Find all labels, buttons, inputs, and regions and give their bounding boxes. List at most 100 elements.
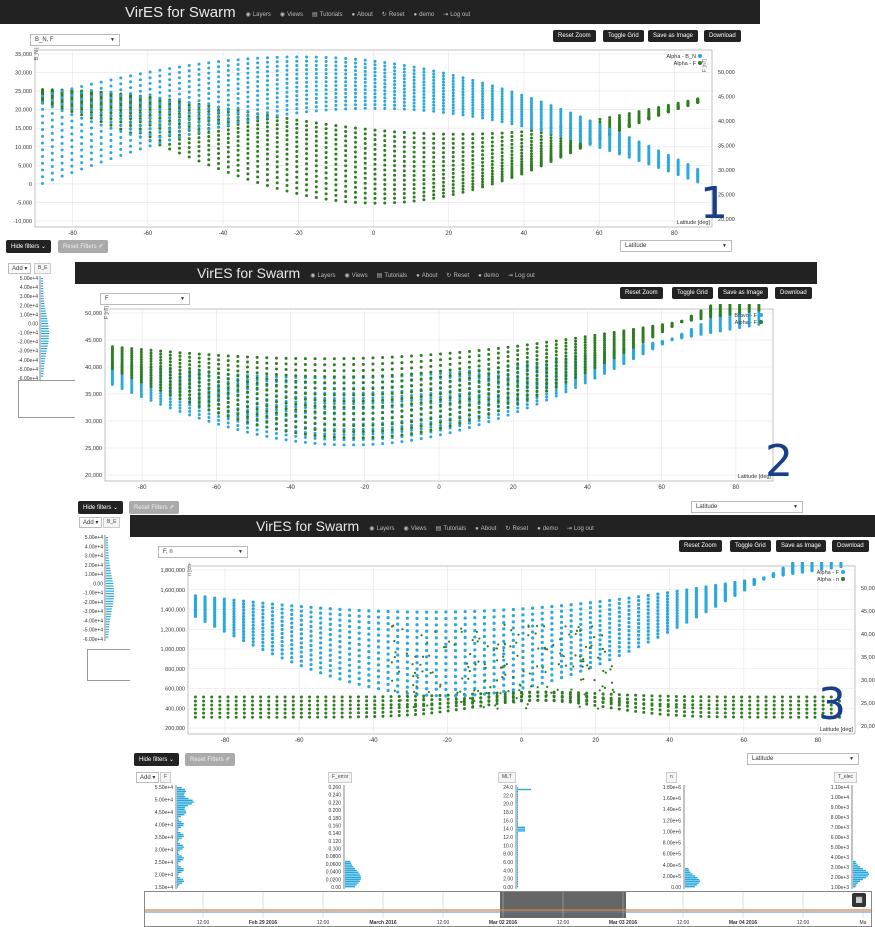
scatter-plot-3[interactable]: -80 -60 -40 -20 0 20 40 60 801,800,0001,600,0001…: [130, 562, 875, 747]
add-filter-button[interactable]: Add ▾: [8, 263, 32, 274]
nav-item-about[interactable]: ● About: [475, 526, 496, 532]
data-point: [660, 330, 664, 334]
nav-item-layers[interactable]: ◉ Layers: [246, 12, 271, 18]
hide-filters-button[interactable]: Hide filters ⌄: [78, 501, 124, 514]
filter-chip-be[interactable]: B_E: [34, 263, 52, 274]
data-point: [463, 622, 467, 627]
nav-item-about[interactable]: ● About: [351, 12, 372, 18]
legend-marker[interactable]: [698, 61, 702, 65]
download-button[interactable]: Download: [775, 287, 812, 299]
data-point: [363, 91, 367, 95]
nav-item-about[interactable]: ● About: [416, 273, 437, 279]
data-point: [130, 371, 134, 375]
data-point: [236, 58, 240, 62]
data-point: [323, 442, 327, 446]
nav-item-log-out[interactable]: ⇥ Log out: [567, 526, 594, 532]
param-select[interactable]: B_N, F ▼: [30, 34, 120, 46]
data-point: [275, 165, 279, 169]
nav-item-layers[interactable]: ◉ Layers: [310, 273, 335, 279]
x-axis-select[interactable]: Latitude ▼: [691, 501, 803, 513]
data-point: [631, 357, 635, 361]
download-button[interactable]: Download: [704, 30, 741, 42]
data-point: [539, 129, 543, 133]
data-point: [324, 166, 328, 170]
nav-item-label: Tutorials: [319, 12, 343, 18]
reset-zoom-button[interactable]: Reset Zoom: [679, 540, 722, 552]
data-point: [324, 104, 328, 108]
reset-filters-button[interactable]: Reset Filters ✐: [129, 501, 180, 514]
data-point: [757, 322, 761, 326]
data-point: [451, 141, 455, 145]
data-point: [467, 413, 471, 417]
nav-item-log-out[interactable]: ⇥ Log out: [508, 273, 535, 279]
param-select[interactable]: F ▼: [100, 293, 190, 305]
data-point: [187, 64, 191, 68]
data-point: [642, 702, 646, 706]
data-point: [313, 374, 317, 378]
nav-item-demo[interactable]: ● demo: [537, 526, 558, 532]
reset-zoom-button[interactable]: Reset Zoom: [553, 30, 596, 42]
data-point: [699, 309, 703, 313]
data-point: [419, 437, 423, 441]
param-select[interactable]: F, n ▼: [158, 546, 248, 558]
nav-item-layers[interactable]: ◉ Layers: [369, 526, 394, 532]
data-point: [226, 160, 230, 164]
nav-item-views[interactable]: ◉ Views: [403, 526, 426, 532]
data-point: [371, 393, 375, 397]
nav-item-log-out[interactable]: ⇥ Log out: [443, 12, 470, 18]
data-point: [217, 105, 221, 109]
data-point: [528, 699, 532, 703]
data-point: [246, 100, 250, 104]
nav-item-demo[interactable]: ● demo: [414, 12, 435, 18]
data-point: [666, 702, 670, 706]
data-point: [226, 414, 230, 418]
add-filter-button[interactable]: Add ▾: [79, 517, 103, 528]
data-point: [246, 95, 250, 99]
y2-tick-label: 20,00: [861, 724, 875, 730]
save-image-button[interactable]: Save as Image: [648, 30, 699, 42]
reset-filters-button[interactable]: Reset Filters ✐: [58, 240, 109, 253]
nav-item-views[interactable]: ◉ Views: [344, 273, 367, 279]
data-point: [353, 175, 357, 179]
data-point: [139, 370, 143, 374]
reset-zoom-button[interactable]: Reset Zoom: [620, 287, 663, 299]
toggle-grid-button[interactable]: Toggle Grid: [730, 540, 771, 552]
data-point: [422, 173, 426, 177]
data-point: [402, 196, 406, 200]
nav-item-reset[interactable]: ↻ Reset: [505, 526, 528, 532]
nav-item-demo[interactable]: ● demo: [478, 273, 499, 279]
save-image-button[interactable]: Save as Image: [718, 287, 769, 299]
toggle-grid-button[interactable]: Toggle Grid: [672, 287, 713, 299]
data-point: [70, 110, 74, 114]
brand-title[interactable]: VirES for Swarm: [256, 518, 360, 534]
scatter-plot-1[interactable]: -80 -60 -40 -20 0 20 40 60 8035,00030,00025,0002…: [0, 47, 760, 237]
data-point: [471, 103, 475, 107]
download-button[interactable]: Download: [832, 540, 869, 552]
toggle-grid-button[interactable]: Toggle Grid: [603, 30, 644, 42]
data-point: [496, 366, 500, 370]
nav-item-tutorials[interactable]: ▤ Tutorials: [312, 12, 342, 18]
hide-filters-button[interactable]: Hide filters ⌄: [6, 240, 52, 253]
legend-marker[interactable]: [759, 313, 763, 317]
scatter-plot-2[interactable]: -80 -60 -40 -20 0 20 40 60 8050,00045,00040,0003…: [75, 304, 817, 494]
brand-title[interactable]: VirES for Swarm: [197, 265, 301, 281]
nav-item-tutorials[interactable]: ▤ Tutorials: [436, 526, 466, 532]
data-point: [405, 616, 409, 620]
data-point: [622, 362, 626, 366]
data-point: [110, 382, 114, 386]
legend-marker[interactable]: [698, 54, 702, 58]
nav-item-reset[interactable]: ↻ Reset: [382, 12, 405, 18]
data-point: [250, 699, 254, 703]
nav-item-views[interactable]: ◉ Views: [280, 12, 303, 18]
data-point: [383, 82, 387, 86]
data-point: [119, 130, 123, 134]
nav-item-tutorials[interactable]: ▤ Tutorials: [377, 273, 407, 279]
data-point: [334, 64, 338, 68]
save-image-button[interactable]: Save as Image: [776, 540, 827, 552]
brand-title[interactable]: VirES for Swarm: [125, 3, 236, 21]
x-axis-select[interactable]: Latitude ▼: [620, 240, 732, 252]
legend-marker[interactable]: [759, 320, 763, 324]
data-point: [646, 593, 650, 598]
nav-item-reset[interactable]: ↻ Reset: [446, 273, 469, 279]
filter-chip-be[interactable]: B_E: [103, 517, 121, 528]
